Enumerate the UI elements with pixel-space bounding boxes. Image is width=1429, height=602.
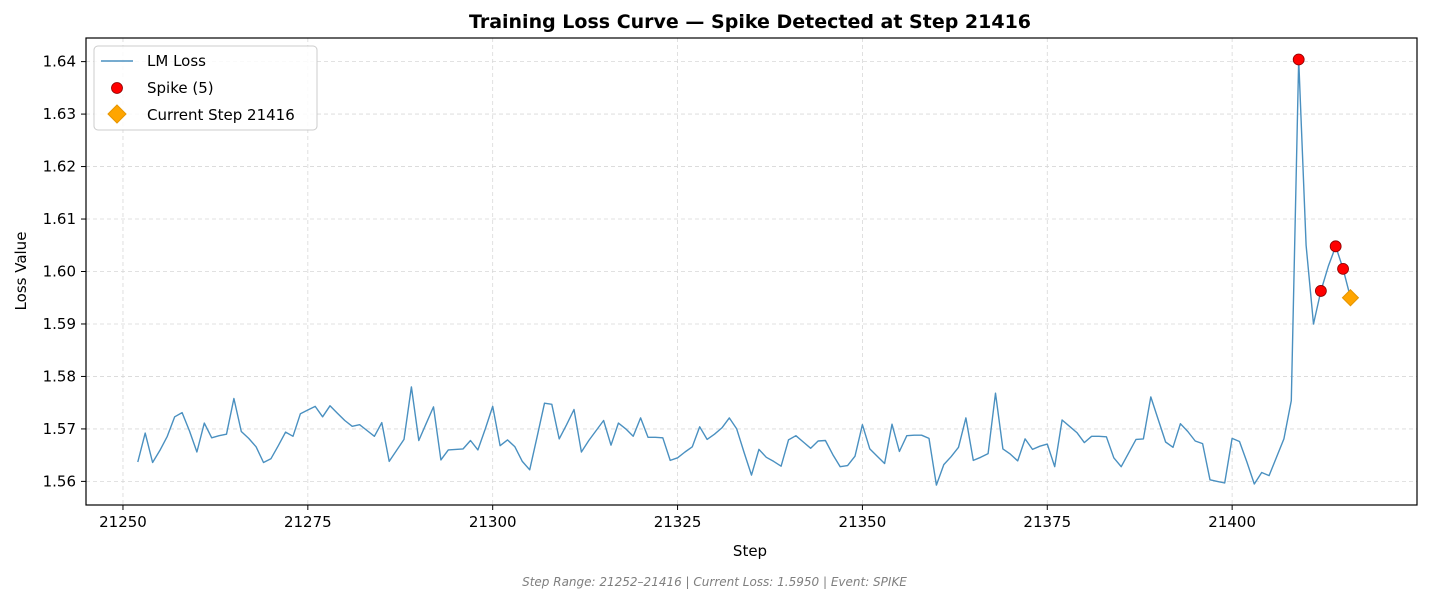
current-step-marker bbox=[1341, 289, 1360, 307]
chart-title: Training Loss Curve — Spike Detected at … bbox=[469, 11, 1031, 33]
y-tick-label: 1.57 bbox=[43, 420, 76, 438]
x-tick-label: 21375 bbox=[1023, 513, 1071, 531]
x-axis-label: Step bbox=[733, 542, 767, 560]
legend-label-lm-loss: LM Loss bbox=[147, 52, 206, 70]
series-line-lm-loss bbox=[137, 58, 1352, 486]
legend-label-current: Current Step 21416 bbox=[147, 106, 295, 124]
x-tick-label: 21250 bbox=[99, 513, 147, 531]
footer-caption: Step Range: 21252–21416 | Current Loss: … bbox=[522, 575, 907, 589]
y-axis: 1.56 1.57 1.58 1.59 1.60 1.61 1.62 1.63 1.64 bbox=[43, 53, 86, 490]
y-tick-label: 1.56 bbox=[43, 472, 76, 490]
x-tick-label: 21300 bbox=[469, 513, 517, 531]
grid-lines bbox=[86, 38, 1417, 505]
spike-point bbox=[1329, 240, 1342, 253]
y-tick-label: 1.59 bbox=[43, 315, 76, 333]
legend-current-swatch bbox=[107, 104, 127, 124]
y-tick-label: 1.64 bbox=[43, 53, 76, 71]
plot-frame bbox=[85, 37, 1418, 506]
x-tick-label: 21350 bbox=[839, 513, 887, 531]
y-axis-label: Loss Value bbox=[12, 232, 30, 311]
spike-point bbox=[1292, 53, 1305, 66]
legend-spike-swatch bbox=[111, 82, 123, 94]
x-tick-label: 21400 bbox=[1208, 513, 1256, 531]
y-tick-label: 1.62 bbox=[43, 158, 76, 176]
y-tick-label: 1.61 bbox=[43, 210, 76, 228]
spike-point bbox=[1314, 285, 1327, 297]
series-layer bbox=[137, 53, 1360, 486]
x-axis: 21250 21275 21300 21325 21350 21375 21400 bbox=[99, 505, 1256, 531]
x-tick-label: 21275 bbox=[284, 513, 332, 531]
x-tick-label: 21325 bbox=[654, 513, 702, 531]
legend: LM Loss Spike (5) Current Step 21416 bbox=[93, 45, 318, 131]
loss-chart: Training Loss Curve — Spike Detected at … bbox=[12, 11, 1418, 560]
y-tick-label: 1.63 bbox=[43, 105, 76, 123]
y-tick-label: 1.60 bbox=[43, 263, 76, 281]
legend-box bbox=[93, 45, 318, 131]
y-tick-label: 1.58 bbox=[43, 367, 76, 385]
legend-label-spike: Spike (5) bbox=[147, 79, 214, 97]
spike-point bbox=[1337, 262, 1349, 275]
